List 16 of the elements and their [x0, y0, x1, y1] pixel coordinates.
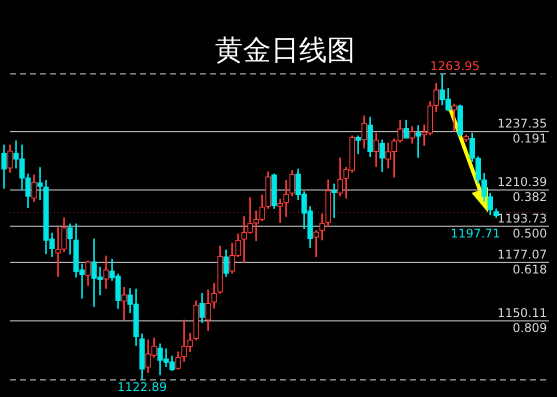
annotation: 0.618 [512, 262, 547, 276]
annotation: 0.500 [512, 226, 547, 240]
text: 黄金日线图 [215, 33, 355, 66]
ref-line-label: 1210.39 [497, 175, 547, 190]
candlestick [37, 167, 43, 200]
annotation: 0.809 [512, 320, 547, 335]
annotation: 1263.95 [430, 58, 480, 73]
annotation: 1122.89 [117, 380, 167, 394]
annotation: 0.191 [512, 132, 547, 146]
candlestick [121, 286, 127, 320]
ref-line-label: 1193.73 [497, 211, 547, 226]
annotation: 1197.71 [450, 226, 500, 241]
ref-line-label: 1177.07 [497, 247, 547, 262]
ref-line-label: 1150.11 [497, 306, 547, 320]
ref-line-label: 1237.35 [497, 116, 547, 131]
annotation: 0.382 [512, 190, 547, 204]
